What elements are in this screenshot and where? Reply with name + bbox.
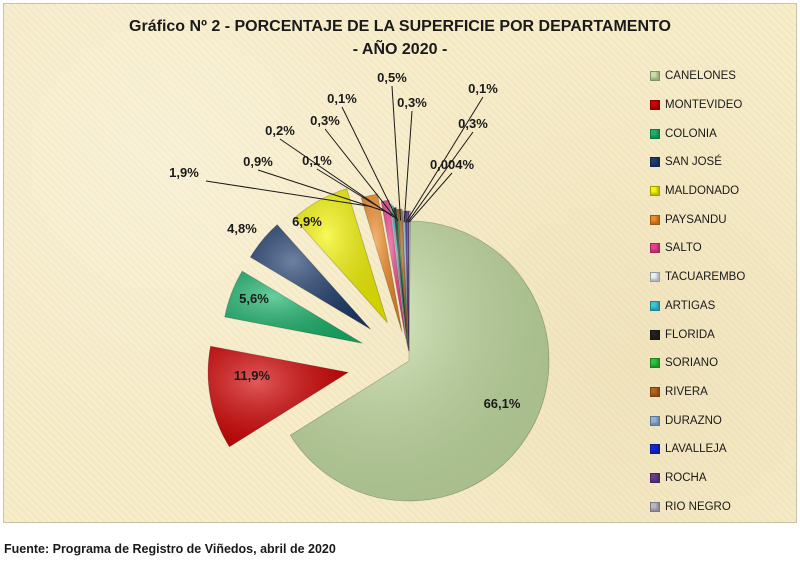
legend-swatch xyxy=(650,472,660,483)
legend-label: ARTIGAS xyxy=(665,299,716,312)
legend-swatch xyxy=(650,186,660,197)
legend-item: SAN JOSÉ xyxy=(650,148,790,177)
data-label: 5,6% xyxy=(239,291,269,306)
pie-slice-artigas xyxy=(391,205,408,346)
legend-swatch xyxy=(650,157,660,168)
leader-line xyxy=(407,131,474,223)
legend-swatch xyxy=(650,444,660,455)
legend-item: LAVALLEJA xyxy=(650,435,790,464)
data-label: 66,1% xyxy=(484,396,521,411)
pie-chart: 66,1% 11,9% 5,6% 4,8% 6,9% 1,9% 0,9% 0,1% 0,2% 0,… xyxy=(169,70,550,502)
legend-swatch xyxy=(650,272,660,283)
legend-item: ARTIGAS xyxy=(650,292,790,321)
legend-item: PAYSANDU xyxy=(650,205,790,234)
legend-label: SAN JOSÉ xyxy=(665,156,722,169)
leader-line xyxy=(403,110,413,223)
pie-slice-florida xyxy=(393,207,409,348)
legend-label: COLONIA xyxy=(665,127,717,140)
legend-swatch xyxy=(650,243,660,254)
legend-item: SORIANO xyxy=(650,349,790,378)
legend-swatch xyxy=(650,386,660,397)
pie-slice-soriano xyxy=(396,208,409,350)
legend-label: PAYSANDU xyxy=(665,213,727,226)
legend-swatch xyxy=(650,214,660,225)
data-label: 4,8% xyxy=(227,221,257,236)
pie-slice-salto xyxy=(380,199,407,340)
legend-label: CANELONES xyxy=(665,70,736,83)
legend-item: CANELONES xyxy=(650,62,790,91)
data-label: 0,004% xyxy=(430,157,475,172)
legend-label: RIVERA xyxy=(665,385,708,398)
legend-label: ROCHA xyxy=(665,471,707,484)
data-label: 0,3% xyxy=(397,95,427,110)
pie-slice-canelones xyxy=(289,220,550,502)
data-label: 0,1% xyxy=(302,153,332,168)
data-label: 0,3% xyxy=(310,113,340,128)
legend-item: DURAZNO xyxy=(650,406,790,435)
leader-line xyxy=(324,128,397,220)
data-label: 0,3% xyxy=(458,116,488,131)
data-label: 0,5% xyxy=(377,70,407,85)
legend-swatch xyxy=(650,358,660,369)
leader-line xyxy=(391,85,402,221)
pie-slice-rocha xyxy=(405,210,410,352)
chart-panel: Gráfico Nº 2 - PORCENTAJE DE LA SUPERFIC… xyxy=(3,3,797,523)
pie-slice-montevideo xyxy=(207,345,350,448)
legend-swatch xyxy=(650,300,660,311)
legend-label: MONTEVIDEO xyxy=(665,99,743,112)
legend-label: SALTO xyxy=(665,242,702,255)
pie-slice-colonia xyxy=(224,270,363,344)
pie-slice-san-jos- xyxy=(249,224,371,330)
legend-label: DURAZNO xyxy=(665,414,722,427)
data-label: 0,1% xyxy=(468,81,498,96)
chart-subtitle: - AÑO 2020 - xyxy=(352,41,448,58)
legend-label: TACUAREMBO xyxy=(665,271,746,284)
legend-item: SALTO xyxy=(650,234,790,263)
source-note: Fuente: Programa de Registro de Viñedos,… xyxy=(4,542,336,556)
pie-slice-rio-negro xyxy=(408,210,411,352)
legend-swatch xyxy=(650,128,660,139)
legend-swatch xyxy=(650,415,660,426)
legend-swatch xyxy=(650,100,660,111)
data-label: 0,1% xyxy=(327,91,357,106)
legend-item: RIVERA xyxy=(650,378,790,407)
legend-item: FLORIDA xyxy=(650,320,790,349)
legend-item: COLONIA xyxy=(650,119,790,148)
legend-item: ROCHA xyxy=(650,464,790,493)
data-label: 6,9% xyxy=(292,214,322,229)
chart-legend: CANELONES MONTEVIDEO COLONIA SAN JOSÉ MALDON… xyxy=(650,62,790,521)
legend-item: TACUAREMBO xyxy=(650,263,790,292)
legend-label: MALDONADO xyxy=(665,185,740,198)
chart-title: Gráfico Nº 2 - PORCENTAJE DE LA SUPERFIC… xyxy=(129,18,671,35)
data-label: 0,2% xyxy=(265,123,295,138)
leader-line xyxy=(279,138,394,218)
legend-swatch xyxy=(650,329,660,340)
pie-slice-paysandu xyxy=(360,193,403,332)
legend-label: SORIANO xyxy=(665,357,719,370)
legend-item: RIO NEGRO xyxy=(650,492,790,521)
pie-slice-maldonado xyxy=(293,188,388,323)
legend-label: LAVALLEJA xyxy=(665,443,727,456)
leader-line xyxy=(408,172,453,223)
leader-line xyxy=(205,180,372,208)
legend-item: MONTEVIDEO xyxy=(650,91,790,120)
legend-label: FLORIDA xyxy=(665,328,715,341)
data-label: 0,9% xyxy=(243,154,273,169)
leader-line xyxy=(405,96,484,223)
legend-item: MALDONADO xyxy=(650,177,790,206)
data-label: 11,9% xyxy=(234,368,271,383)
legend-swatch xyxy=(650,501,660,512)
leader-line xyxy=(257,169,387,213)
leader-line xyxy=(341,106,399,221)
legend-swatch xyxy=(650,71,660,82)
data-label: 1,9% xyxy=(169,165,199,180)
legend-label: RIO NEGRO xyxy=(665,500,731,513)
